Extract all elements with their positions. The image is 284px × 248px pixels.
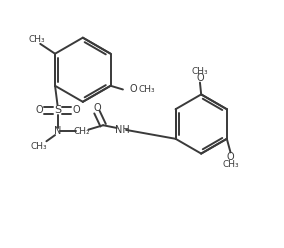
Text: N: N (54, 126, 61, 136)
Text: CH₃: CH₃ (31, 142, 47, 152)
Text: CH₃: CH₃ (139, 85, 156, 94)
Text: O: O (129, 85, 137, 94)
Text: O: O (227, 152, 234, 162)
Text: O: O (93, 103, 101, 113)
Text: CH₃: CH₃ (222, 160, 239, 169)
Text: CH₃: CH₃ (192, 67, 208, 76)
Text: CH₂: CH₂ (74, 127, 91, 136)
Text: O: O (72, 105, 80, 115)
Text: O: O (196, 73, 204, 83)
Text: NH: NH (115, 125, 130, 135)
Text: S: S (54, 105, 61, 115)
Text: O: O (35, 105, 43, 115)
Text: CH₃: CH₃ (28, 35, 45, 44)
